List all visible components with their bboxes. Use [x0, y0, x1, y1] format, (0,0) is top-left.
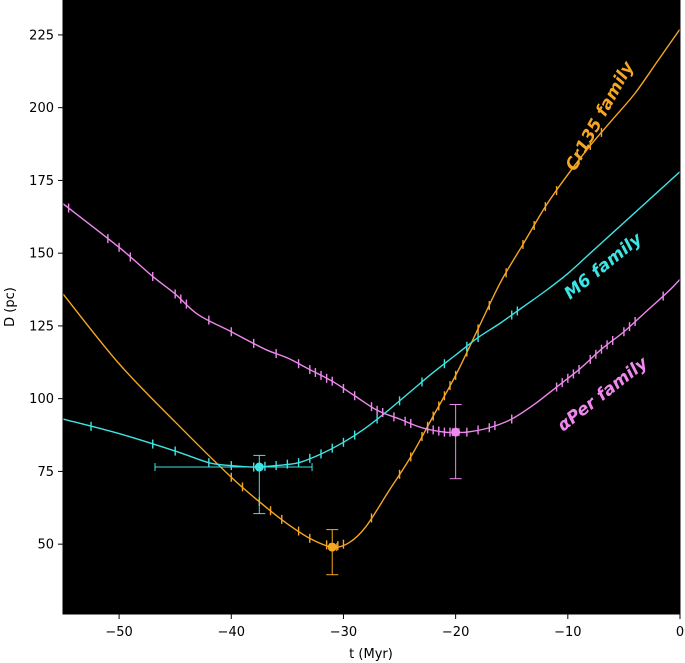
y-tick-label: 100	[29, 392, 54, 407]
highlight-point-cr135	[327, 542, 337, 552]
x-tick-label: −10	[554, 625, 581, 640]
plot-background	[63, 0, 680, 614]
y-axis-label: D (pc)	[3, 287, 18, 327]
x-tick-label: −50	[105, 625, 132, 640]
y-tick-label: 175	[29, 174, 54, 189]
y-tick-label: 200	[29, 101, 54, 116]
chart-highlights	[154, 403, 462, 576]
chart-axes: −50 −40 −30 −20 −10 0 50 75 100 125 150 175 200 225	[29, 0, 684, 640]
x-tick-label: −40	[218, 625, 245, 640]
plot-frame	[62, 0, 681, 615]
y-tick-label: 50	[37, 538, 54, 553]
highlight-point-aper	[451, 427, 461, 437]
y-tick-label: 125	[29, 319, 54, 334]
x-axis-label: t (Myr)	[349, 647, 393, 662]
chart-markers	[67, 127, 664, 551]
series-line-aper	[62, 203, 681, 434]
y-tick-label: 225	[29, 28, 54, 43]
y-tick-label: 150	[29, 247, 54, 262]
y-tick-label: 75	[37, 465, 54, 480]
highlight-point-m6	[254, 462, 264, 472]
x-tick-label: −20	[442, 625, 469, 640]
x-tick-label: −30	[330, 625, 357, 640]
x-tick-label: 0	[676, 625, 684, 640]
